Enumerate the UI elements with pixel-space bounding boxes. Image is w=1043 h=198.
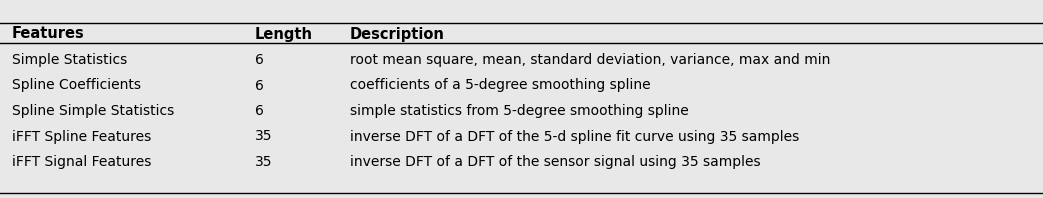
Text: 6: 6 [254, 53, 264, 67]
Text: Spline Coefficients: Spline Coefficients [13, 78, 141, 92]
Text: iFFT Spline Features: iFFT Spline Features [13, 129, 151, 144]
Text: inverse DFT of a DFT of the 5-d spline fit curve using 35 samples: inverse DFT of a DFT of the 5-d spline f… [350, 129, 799, 144]
Text: 35: 35 [254, 155, 272, 169]
Text: Length: Length [254, 27, 313, 42]
Text: Features: Features [13, 27, 84, 42]
Text: 6: 6 [254, 78, 264, 92]
Text: 35: 35 [254, 129, 272, 144]
Text: inverse DFT of a DFT of the sensor signal using 35 samples: inverse DFT of a DFT of the sensor signa… [350, 155, 760, 169]
Text: Simple Statistics: Simple Statistics [13, 53, 127, 67]
Text: simple statistics from 5-degree smoothing spline: simple statistics from 5-degree smoothin… [350, 104, 688, 118]
Text: root mean square, mean, standard deviation, variance, max and min: root mean square, mean, standard deviati… [350, 53, 830, 67]
Text: coefficients of a 5-degree smoothing spline: coefficients of a 5-degree smoothing spl… [350, 78, 651, 92]
Text: Spline Simple Statistics: Spline Simple Statistics [13, 104, 174, 118]
Text: iFFT Signal Features: iFFT Signal Features [13, 155, 151, 169]
Text: Description: Description [350, 27, 445, 42]
Text: 6: 6 [254, 104, 264, 118]
